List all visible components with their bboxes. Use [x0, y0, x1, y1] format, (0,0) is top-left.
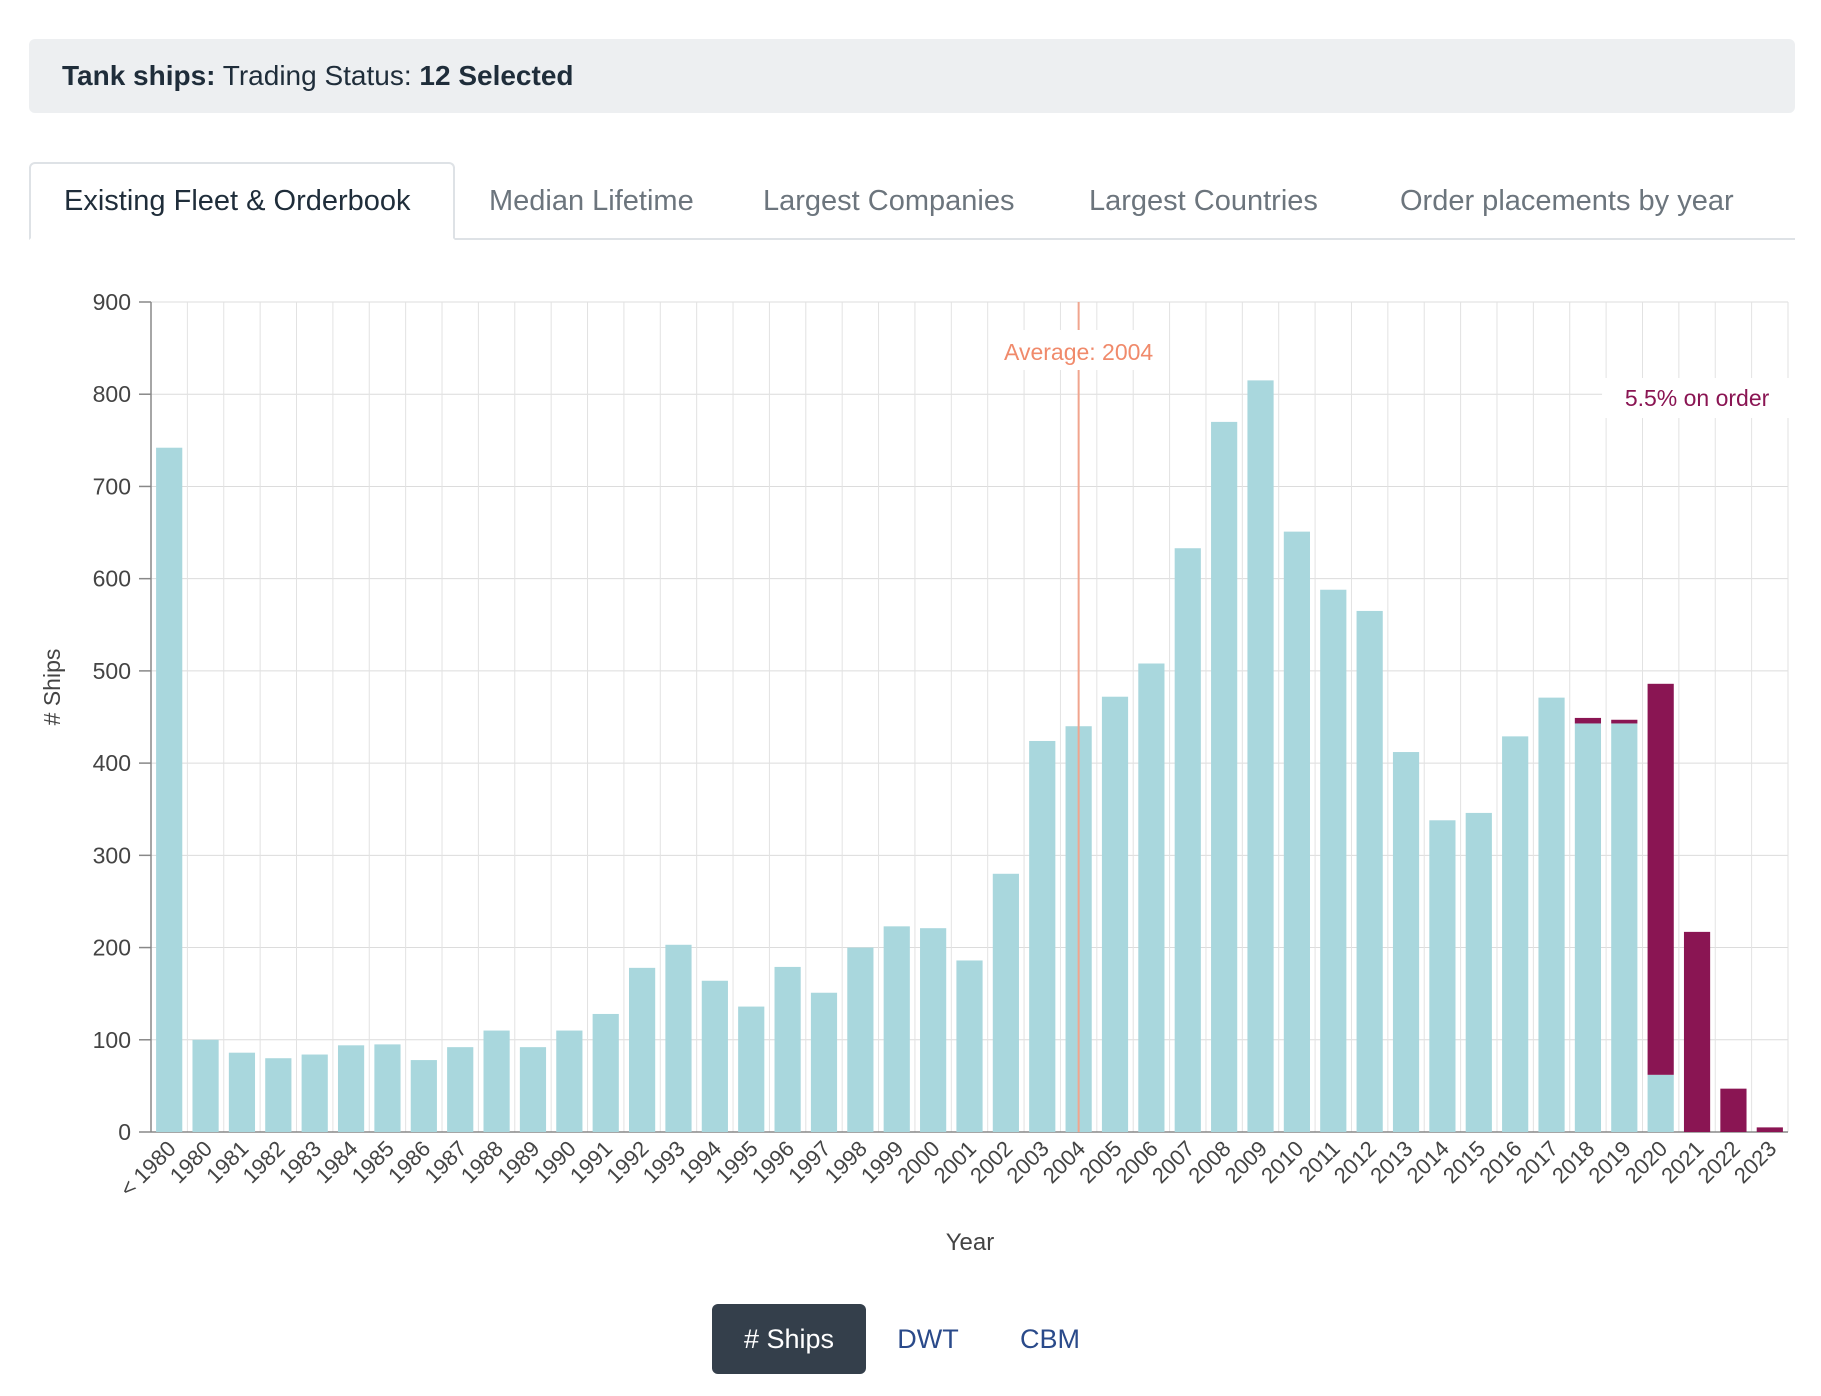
- average-label: Average: 2004: [1004, 339, 1153, 365]
- bar-existing[interactable]: [810, 992, 838, 1132]
- bar-existing[interactable]: [156, 447, 183, 1132]
- tab-bar: Existing Fleet & Orderbook Median Lifeti…: [29, 162, 1795, 240]
- chart-bars: [156, 380, 1783, 1132]
- y-tick-label: 300: [93, 842, 131, 868]
- bar-existing[interactable]: [1356, 610, 1383, 1132]
- bar-existing[interactable]: [665, 944, 692, 1132]
- bar-existing[interactable]: [1465, 812, 1492, 1132]
- bar-existing[interactable]: [1502, 736, 1529, 1132]
- bar-existing[interactable]: [883, 926, 910, 1132]
- bar-existing[interactable]: [847, 947, 874, 1132]
- bar-orderbook[interactable]: [1574, 717, 1602, 724]
- y-tick-label: 700: [93, 473, 131, 499]
- y-tick-label: 500: [93, 658, 131, 684]
- bar-existing[interactable]: [228, 1052, 256, 1132]
- tab-existing-fleet[interactable]: Existing Fleet & Orderbook: [29, 162, 455, 240]
- order-label: 5.5% on order: [1625, 385, 1770, 411]
- order-label-bg: [1602, 378, 1793, 418]
- bar-orderbook[interactable]: [1683, 931, 1711, 1132]
- bar-existing[interactable]: [1574, 723, 1602, 1132]
- filter-summary-bar: Tank ships: Trading Status: 12 Selected: [29, 39, 1795, 113]
- bar-existing[interactable]: [483, 1030, 510, 1132]
- tab-median-lifetime[interactable]: Median Lifetime: [489, 184, 694, 217]
- bar-existing[interactable]: [1320, 589, 1347, 1132]
- tab-largest-companies[interactable]: Largest Companies: [763, 184, 1015, 217]
- chart-grid: [150, 301, 1789, 1133]
- bar-existing[interactable]: [920, 928, 947, 1132]
- bar-existing[interactable]: [592, 1013, 619, 1132]
- bar-existing[interactable]: [701, 980, 728, 1132]
- y-tick-label: 800: [93, 381, 131, 407]
- bar-existing[interactable]: [1138, 663, 1165, 1132]
- tab-largest-countries[interactable]: Largest Countries: [1089, 184, 1318, 217]
- bar-existing[interactable]: [1029, 740, 1056, 1132]
- y-tick-label: 0: [118, 1119, 131, 1145]
- x-tick-label: 2023: [1729, 1136, 1781, 1188]
- y-tick-label: 200: [93, 935, 131, 961]
- filter-value: 12 Selected: [419, 60, 574, 91]
- y-tick-label: 100: [93, 1027, 131, 1053]
- metric-toggle-dwt[interactable]: DWT: [897, 1323, 959, 1354]
- bar-existing[interactable]: [1538, 697, 1565, 1132]
- bar-existing[interactable]: [374, 1044, 401, 1132]
- tab-order-placements[interactable]: Order placements by year: [1400, 184, 1734, 217]
- bar-existing[interactable]: [992, 873, 1019, 1132]
- bar-existing[interactable]: [556, 1030, 583, 1132]
- bar-existing[interactable]: [774, 966, 801, 1132]
- bar-existing[interactable]: [1392, 752, 1420, 1132]
- bar-existing[interactable]: [447, 1047, 474, 1132]
- bar-orderbook[interactable]: [1647, 683, 1674, 1075]
- bar-existing[interactable]: [1283, 531, 1310, 1132]
- y-axis-label: # Ships: [39, 649, 65, 726]
- y-tick-label: 600: [93, 566, 131, 592]
- bar-orderbook[interactable]: [1720, 1088, 1747, 1132]
- ship-type-label: Tank ships:: [62, 60, 216, 91]
- bar-existing[interactable]: [1101, 696, 1129, 1132]
- bar-existing[interactable]: [1429, 820, 1456, 1132]
- x-axis-label: Year: [946, 1229, 995, 1256]
- bar-orderbook[interactable]: [1756, 1127, 1783, 1132]
- bar-existing[interactable]: [1211, 421, 1238, 1132]
- y-axis-ticks: 0 100 200 300 400 500 600 700 800 900: [93, 289, 151, 1145]
- average-label-bg: [988, 330, 1169, 370]
- metric-toggle-ships[interactable]: # Ships: [712, 1304, 866, 1374]
- fleet-bar-chart: 0 100 200 300 400 500 600 700 800 900 < 198019801…: [39, 289, 1793, 1256]
- bar-existing[interactable]: [337, 1045, 365, 1132]
- bar-existing[interactable]: [956, 960, 983, 1132]
- bar-existing[interactable]: [192, 1039, 219, 1132]
- bar-existing[interactable]: [519, 1047, 547, 1132]
- bar-existing[interactable]: [1647, 1074, 1674, 1132]
- y-tick-label: 400: [93, 750, 131, 776]
- x-axis-ticks: < 19801980198119821983198419851986198719…: [115, 1136, 1781, 1202]
- chart-annotations: Average: 2004 5.5% on order: [988, 302, 1793, 1132]
- bar-existing[interactable]: [738, 1006, 765, 1132]
- bar-existing[interactable]: [1247, 380, 1274, 1132]
- bar-existing[interactable]: [410, 1060, 437, 1132]
- y-tick-label: 900: [93, 289, 131, 315]
- bar-existing[interactable]: [1174, 548, 1201, 1132]
- bar-existing[interactable]: [1611, 723, 1638, 1132]
- bar-orderbook[interactable]: [1611, 719, 1638, 724]
- filter-label: Trading Status:: [215, 60, 420, 91]
- metric-toggle-cbm[interactable]: CBM: [1020, 1323, 1080, 1354]
- bar-existing[interactable]: [629, 967, 656, 1132]
- bar-existing[interactable]: [265, 1058, 292, 1132]
- bar-existing[interactable]: [301, 1054, 328, 1132]
